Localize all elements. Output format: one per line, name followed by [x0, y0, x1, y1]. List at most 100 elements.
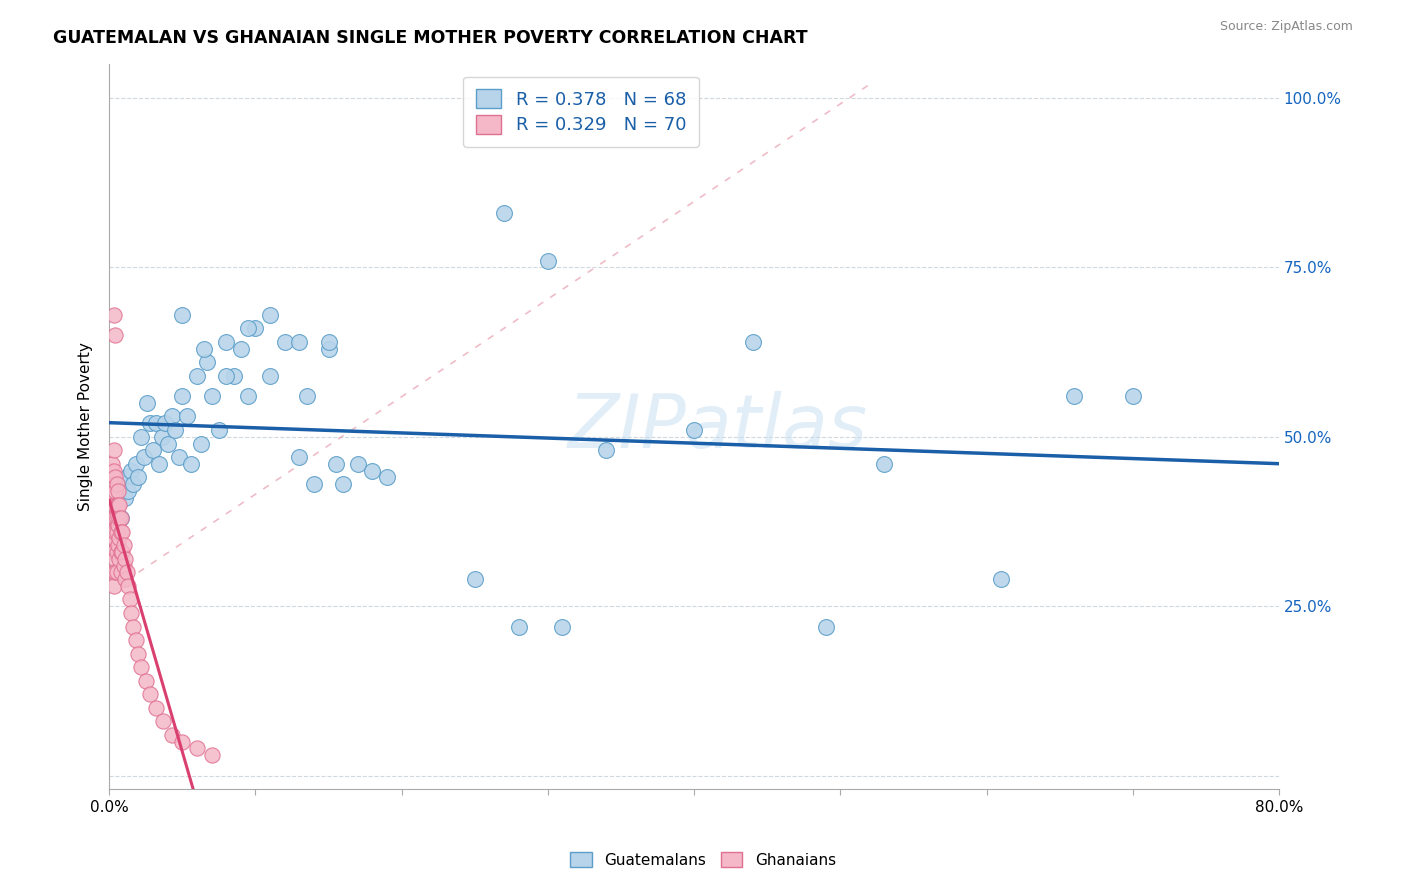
Point	[318, 334, 340, 349]
Point	[1122, 389, 1144, 403]
Point	[551, 619, 574, 633]
Point	[101, 511, 124, 525]
Point	[100, 517, 122, 532]
Point	[288, 334, 311, 349]
Point	[302, 477, 325, 491]
Point	[295, 389, 318, 403]
Point	[124, 457, 146, 471]
Point	[100, 483, 122, 498]
Point	[117, 579, 139, 593]
Point	[111, 524, 134, 539]
Point	[107, 517, 129, 532]
Point	[180, 457, 202, 471]
Point	[121, 619, 143, 633]
Point	[172, 735, 194, 749]
Point	[107, 483, 129, 498]
Point	[103, 579, 125, 593]
Point	[101, 545, 124, 559]
Point	[105, 511, 128, 525]
Point	[104, 566, 127, 580]
Point	[114, 572, 136, 586]
Point	[101, 477, 124, 491]
Point	[148, 457, 170, 471]
Point	[101, 491, 124, 505]
Point	[186, 368, 208, 383]
Point	[325, 457, 347, 471]
Point	[145, 701, 167, 715]
Point	[131, 660, 153, 674]
Point	[101, 457, 124, 471]
Point	[103, 566, 125, 580]
Point	[160, 409, 183, 424]
Point	[110, 524, 132, 539]
Point	[134, 450, 156, 464]
Point	[103, 308, 125, 322]
Point	[104, 498, 127, 512]
Point	[104, 483, 127, 498]
Point	[103, 545, 125, 559]
Point	[152, 714, 174, 729]
Point	[139, 416, 162, 430]
Point	[332, 477, 354, 491]
Point	[190, 436, 212, 450]
Point	[103, 498, 125, 512]
Point	[127, 470, 149, 484]
Point	[105, 477, 128, 491]
Point	[104, 328, 127, 343]
Point	[873, 457, 896, 471]
Point	[101, 464, 124, 478]
Point	[508, 619, 530, 633]
Point	[120, 464, 142, 478]
Point	[104, 551, 127, 566]
Point	[101, 524, 124, 539]
Point	[215, 368, 238, 383]
Point	[193, 342, 215, 356]
Point	[741, 334, 763, 349]
Legend: R = 0.378   N = 68, R = 0.329   N = 70: R = 0.378 N = 68, R = 0.329 N = 70	[464, 77, 699, 147]
Point	[112, 477, 135, 491]
Point	[114, 491, 136, 505]
Point	[156, 436, 179, 450]
Point	[195, 355, 218, 369]
Point	[120, 606, 142, 620]
Point	[105, 498, 128, 512]
Point	[273, 334, 295, 349]
Point	[115, 566, 138, 580]
Point	[111, 545, 134, 559]
Point	[103, 443, 125, 458]
Point	[139, 687, 162, 701]
Point	[124, 633, 146, 648]
Point	[361, 464, 384, 478]
Legend: Guatemalans, Ghanaians: Guatemalans, Ghanaians	[564, 846, 842, 873]
Point	[145, 416, 167, 430]
Point	[1063, 389, 1085, 403]
Point	[103, 464, 125, 478]
Point	[259, 308, 281, 322]
Point	[100, 532, 122, 546]
Point	[172, 389, 194, 403]
Point	[245, 321, 267, 335]
Point	[103, 511, 125, 525]
Point	[683, 423, 706, 437]
Y-axis label: Single Mother Poverty: Single Mother Poverty	[79, 343, 93, 511]
Point	[103, 532, 125, 546]
Point	[208, 423, 231, 437]
Point	[172, 308, 194, 322]
Point	[288, 450, 311, 464]
Point	[135, 673, 157, 688]
Point	[110, 511, 132, 525]
Point	[108, 551, 131, 566]
Point	[200, 389, 222, 403]
Point	[160, 728, 183, 742]
Point	[142, 443, 165, 458]
Point	[136, 396, 159, 410]
Point	[104, 524, 127, 539]
Point	[114, 551, 136, 566]
Point	[346, 457, 368, 471]
Point	[375, 470, 398, 484]
Point	[104, 511, 127, 525]
Point	[100, 498, 122, 512]
Point	[107, 491, 129, 505]
Point	[259, 368, 281, 383]
Point	[110, 511, 132, 525]
